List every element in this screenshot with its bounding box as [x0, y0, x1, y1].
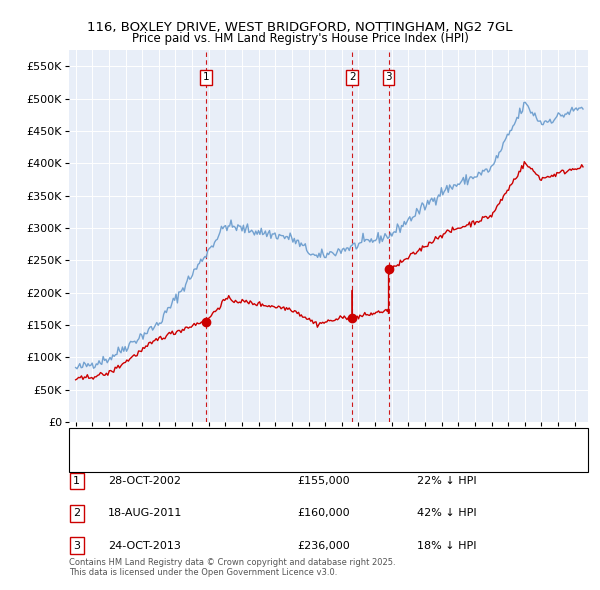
- Text: 42% ↓ HPI: 42% ↓ HPI: [417, 509, 476, 518]
- Text: Price paid vs. HM Land Registry's House Price Index (HPI): Price paid vs. HM Land Registry's House …: [131, 32, 469, 45]
- Text: 1: 1: [73, 476, 80, 486]
- Text: 2: 2: [73, 509, 80, 518]
- Text: 18-AUG-2011: 18-AUG-2011: [108, 509, 182, 518]
- Text: 28-OCT-2002: 28-OCT-2002: [108, 476, 181, 486]
- Text: 3: 3: [385, 73, 392, 82]
- Text: 1: 1: [203, 73, 209, 82]
- Text: 116, BOXLEY DRIVE, WEST BRIDGFORD, NOTTINGHAM, NG2 7GL: 116, BOXLEY DRIVE, WEST BRIDGFORD, NOTTI…: [87, 21, 513, 34]
- Text: 2: 2: [349, 73, 356, 82]
- Text: 116, BOXLEY DRIVE, WEST BRIDGFORD, NOTTINGHAM, NG2 7GL (detached house): 116, BOXLEY DRIVE, WEST BRIDGFORD, NOTTI…: [117, 435, 546, 445]
- Text: 18% ↓ HPI: 18% ↓ HPI: [417, 541, 476, 550]
- Text: 22% ↓ HPI: 22% ↓ HPI: [417, 476, 476, 486]
- Text: 3: 3: [73, 541, 80, 550]
- Text: 24-OCT-2013: 24-OCT-2013: [108, 541, 181, 550]
- Text: £155,000: £155,000: [297, 476, 350, 486]
- Text: £160,000: £160,000: [297, 509, 350, 518]
- Text: Contains HM Land Registry data © Crown copyright and database right 2025.
This d: Contains HM Land Registry data © Crown c…: [69, 558, 395, 577]
- Text: £236,000: £236,000: [297, 541, 350, 550]
- Text: HPI: Average price, detached house, Rushcliffe: HPI: Average price, detached house, Rush…: [117, 455, 361, 464]
